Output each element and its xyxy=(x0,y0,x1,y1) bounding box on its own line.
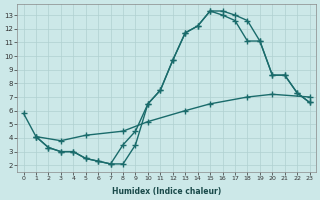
X-axis label: Humidex (Indice chaleur): Humidex (Indice chaleur) xyxy=(112,187,221,196)
